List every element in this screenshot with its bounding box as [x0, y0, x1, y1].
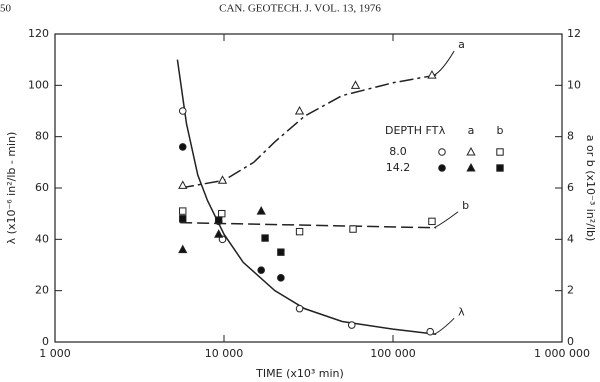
legend-marker: [466, 146, 476, 156]
marker-triangle: [350, 80, 361, 89]
marker-circle: [347, 321, 356, 329]
marker-square: [428, 217, 436, 226]
y-tick-label: 20: [35, 284, 49, 297]
curve-label-arrow: [433, 317, 455, 335]
curve-label: a: [458, 38, 465, 51]
y-axis-label: λ (x10⁻⁶ in²/lb - min): [5, 132, 18, 245]
curve-label: λ: [458, 305, 465, 318]
marker-triangle: [217, 175, 228, 184]
marker-triangle: [256, 206, 266, 215]
y2-tick-label: 8: [567, 130, 574, 143]
marker-triangle: [294, 105, 305, 115]
marker-square: [295, 227, 304, 236]
marker-triangle: [214, 229, 224, 238]
marker-square: [277, 248, 285, 256]
y2-tick-label: 2: [567, 284, 574, 297]
y2-tick-label: 6: [567, 181, 574, 194]
y2-axis-label: a or b (x10⁻³ in²/lb): [584, 135, 597, 241]
y-tick-label: 40: [35, 232, 49, 245]
legend-marker: [438, 148, 446, 156]
marker-square: [214, 216, 223, 224]
legend-marker: [496, 148, 504, 156]
marker-square: [349, 225, 357, 233]
page-number: 50: [0, 3, 12, 15]
y2-tick-label: 4: [567, 232, 574, 245]
marker-triangle: [427, 70, 437, 79]
journal-header: CAN. GEOTECH. J. VOL. 13, 1976: [219, 3, 381, 15]
y-tick-label: 60: [35, 181, 49, 194]
marker-circle: [257, 266, 265, 274]
x-tick-label: 10 000: [205, 347, 244, 360]
legend-column: b: [497, 124, 504, 137]
marker-triangle: [178, 244, 188, 254]
x-tick-label: 100 000: [370, 347, 416, 360]
legend-marker: [466, 162, 476, 172]
legend-column: λ: [439, 124, 446, 137]
legend-title: DEPTH FT: [385, 124, 439, 137]
marker-circle: [277, 274, 285, 282]
x-tick-label: 1 000 000: [534, 347, 590, 360]
legend-marker: [438, 164, 446, 172]
marker-square: [179, 207, 187, 215]
marker-square: [179, 215, 187, 223]
plot-frame: [54, 33, 563, 343]
fit-curve: [176, 59, 437, 336]
y-tick-label: 120: [28, 27, 49, 40]
marker-triangle: [178, 180, 188, 189]
marker-square: [218, 209, 226, 218]
fit-curve: [179, 74, 437, 189]
marker-square: [261, 234, 269, 242]
y-tick-label: 100: [28, 78, 49, 91]
legend-row: 14.2: [386, 161, 411, 174]
y2-tick-label: 10: [567, 78, 581, 91]
marker-circle: [178, 107, 187, 115]
x-axis-label: TIME (x10³ min): [255, 367, 344, 380]
marker-circle: [426, 327, 434, 336]
legend-row: 8.0: [389, 145, 407, 158]
marker-circle: [295, 304, 304, 313]
marker-circle: [178, 143, 187, 151]
y-tick-label: 0: [42, 335, 49, 348]
curve-label-arrow: [433, 50, 455, 76]
legend-column: a: [468, 124, 475, 137]
y2-tick-label: 0: [567, 335, 574, 348]
y2-tick-label: 12: [567, 27, 581, 40]
y-tick-label: 80: [35, 130, 49, 143]
x-tick-label: 1 000: [39, 347, 71, 360]
curve-label-arrow: [433, 211, 459, 229]
fit-curve: [180, 221, 437, 229]
curve-label: b: [462, 199, 469, 212]
legend-marker: [496, 164, 504, 172]
